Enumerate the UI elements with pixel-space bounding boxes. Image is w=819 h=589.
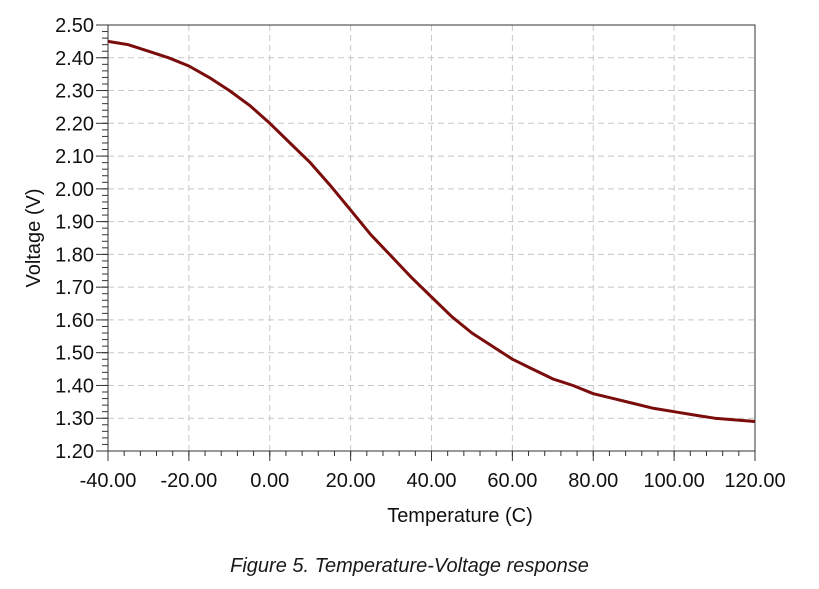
x-axis-title: Temperature (C) (387, 505, 533, 527)
x-tick-label: 20.00 (326, 470, 376, 492)
x-tick-label: 0.00 (250, 470, 289, 492)
figure-caption: Figure 5. Temperature-Voltage response (230, 555, 589, 577)
y-tick-label: 2.40 (55, 48, 94, 70)
y-tick-label: 1.90 (55, 212, 94, 234)
y-tick-label: 2.00 (55, 179, 94, 201)
y-axis-title: Voltage (V) (23, 189, 45, 288)
y-tick-label: 1.40 (55, 375, 94, 397)
minor-ticks (102, 24, 756, 456)
y-axis-ticks: 1.20 1.30 1.40 1.50 1.60 1.70 1.80 1.90 2.00 2.10… (55, 15, 108, 463)
x-tick-label: -20.00 (161, 470, 218, 492)
y-tick-label: 2.20 (55, 113, 94, 135)
line-chart: -40.00 -20.00 0.00 20.00 40.00 60.00 80.00 100.… (23, 15, 786, 527)
x-axis-ticks: -40.00 -20.00 0.00 20.00 40.00 60.00 80.00 100.… (80, 451, 786, 492)
y-tick-label: 1.30 (55, 408, 94, 430)
y-tick-label: 1.50 (55, 343, 94, 365)
x-tick-label: 60.00 (487, 470, 537, 492)
x-tick-label: 40.00 (406, 470, 456, 492)
y-tick-label: 2.10 (55, 146, 94, 168)
y-tick-label: 2.30 (55, 81, 94, 103)
x-tick-label: 100.00 (644, 470, 705, 492)
series-line (107, 39, 756, 423)
y-tick-label: 1.60 (55, 310, 94, 332)
y-tick-label: 2.50 (55, 15, 94, 37)
y-tick-label: 1.80 (55, 244, 94, 266)
y-tick-label: 1.20 (55, 441, 94, 463)
grid (108, 25, 755, 451)
y-tick-label: 1.70 (55, 277, 94, 299)
x-tick-label: 120.00 (724, 470, 785, 492)
x-tick-label: 80.00 (568, 470, 618, 492)
x-tick-label: -40.00 (80, 470, 137, 492)
